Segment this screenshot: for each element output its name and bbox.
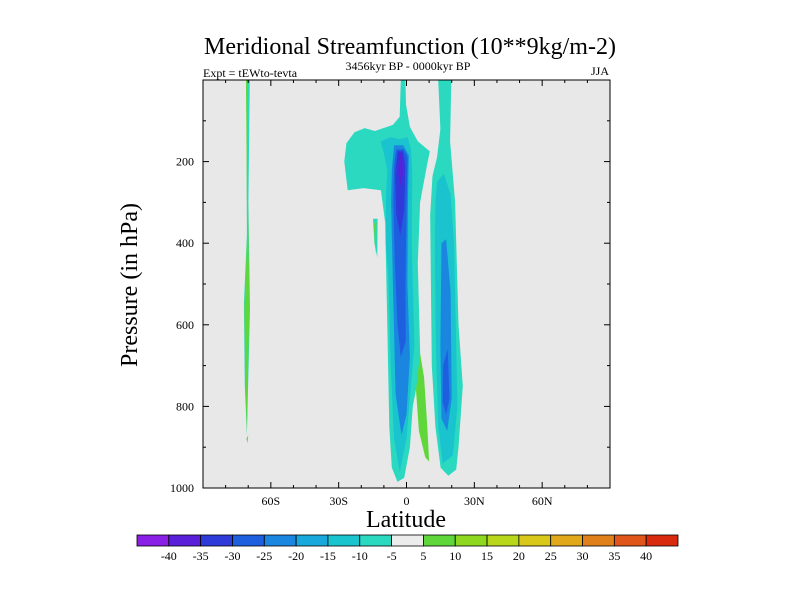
colorbar-label: -10 <box>352 549 368 563</box>
colorbar-swatch <box>327 534 361 547</box>
colorbar-label: 5 <box>420 549 426 563</box>
region-5-south <box>246 435 249 444</box>
period-label: 3456kyr BP - 0000kyr BP <box>346 59 471 73</box>
colorbar-label: 15 <box>481 549 493 563</box>
experiment-label: Expt = tEWto-tevta <box>203 66 298 80</box>
colorbar-swatch <box>486 534 520 547</box>
plot-area: 60S 30S 0 30N 60N 200 400 600 800 1000 <box>170 79 611 508</box>
x-tick-label: 30N <box>464 494 485 508</box>
y-axis-ticks: 200 400 600 800 1000 <box>170 120 610 495</box>
region-5-10n <box>416 353 430 462</box>
colorbar-label: 25 <box>545 549 557 563</box>
colorbar-swatch <box>136 534 170 547</box>
colorbar-swatch <box>168 534 202 547</box>
y-tick-label: 200 <box>176 155 194 169</box>
colorbar: -40 -35 -30 -25 -20 -15 -10 -5 5 10 15 20 25 30 35 40 <box>136 534 679 563</box>
colorbar-swatch <box>518 534 552 547</box>
colorbar-label: 30 <box>577 549 589 563</box>
x-tick-label: 60N <box>532 494 553 508</box>
colorbar-swatch <box>423 534 456 547</box>
colorbar-label: -5 <box>387 549 397 563</box>
colorbar-swatch <box>391 534 424 547</box>
colorbar-label: -30 <box>224 549 240 563</box>
colorbar-swatch <box>232 534 265 547</box>
region-5-frag <box>373 222 377 254</box>
colorbar-swatch <box>359 534 392 547</box>
colorbar-swatch <box>263 534 297 547</box>
x-axis-ticks: 60S 30S 0 30N 60N <box>225 80 588 508</box>
chart-title: Meridional Streamfunction (10**9kg/m-2) <box>204 34 616 60</box>
x-axis-label: Latitude <box>366 507 446 533</box>
y-tick-label: 1000 <box>170 481 194 495</box>
colorbar-label: -25 <box>256 549 272 563</box>
y-tick-label: 800 <box>176 399 194 413</box>
colorbar-swatch <box>295 534 329 547</box>
colorbar-label: 40 <box>640 549 652 563</box>
x-tick-label: 0 <box>404 494 410 508</box>
region-neg30-eq <box>395 151 406 235</box>
x-tick-label: 60S <box>261 494 280 508</box>
region-neg25-20n <box>442 349 450 415</box>
contour-regions <box>243 80 463 482</box>
y-axis-label: Pressure (in hPa) <box>117 203 143 367</box>
colorbar-swatch <box>200 534 233 547</box>
region-neg35-eq <box>398 153 403 187</box>
colorbar-swatch <box>645 534 679 547</box>
colorbar-label: 10 <box>449 549 461 563</box>
colorbar-label: 35 <box>608 549 620 563</box>
y-tick-label: 400 <box>176 236 194 250</box>
colorbar-swatch <box>454 534 488 547</box>
region-5-80s <box>244 80 250 433</box>
colorbar-label: 20 <box>513 549 525 563</box>
season-label: JJA <box>591 64 609 78</box>
colorbar-label: -20 <box>288 549 304 563</box>
colorbar-swatch <box>550 534 583 547</box>
colorbar-label: -40 <box>161 549 177 563</box>
y-tick-label: 600 <box>176 318 194 332</box>
colorbar-swatch <box>613 534 647 547</box>
colorbar-label: -15 <box>320 549 336 563</box>
x-tick-label: 30S <box>329 494 348 508</box>
colorbar-swatch <box>582 534 615 547</box>
colorbar-label: -35 <box>193 549 209 563</box>
